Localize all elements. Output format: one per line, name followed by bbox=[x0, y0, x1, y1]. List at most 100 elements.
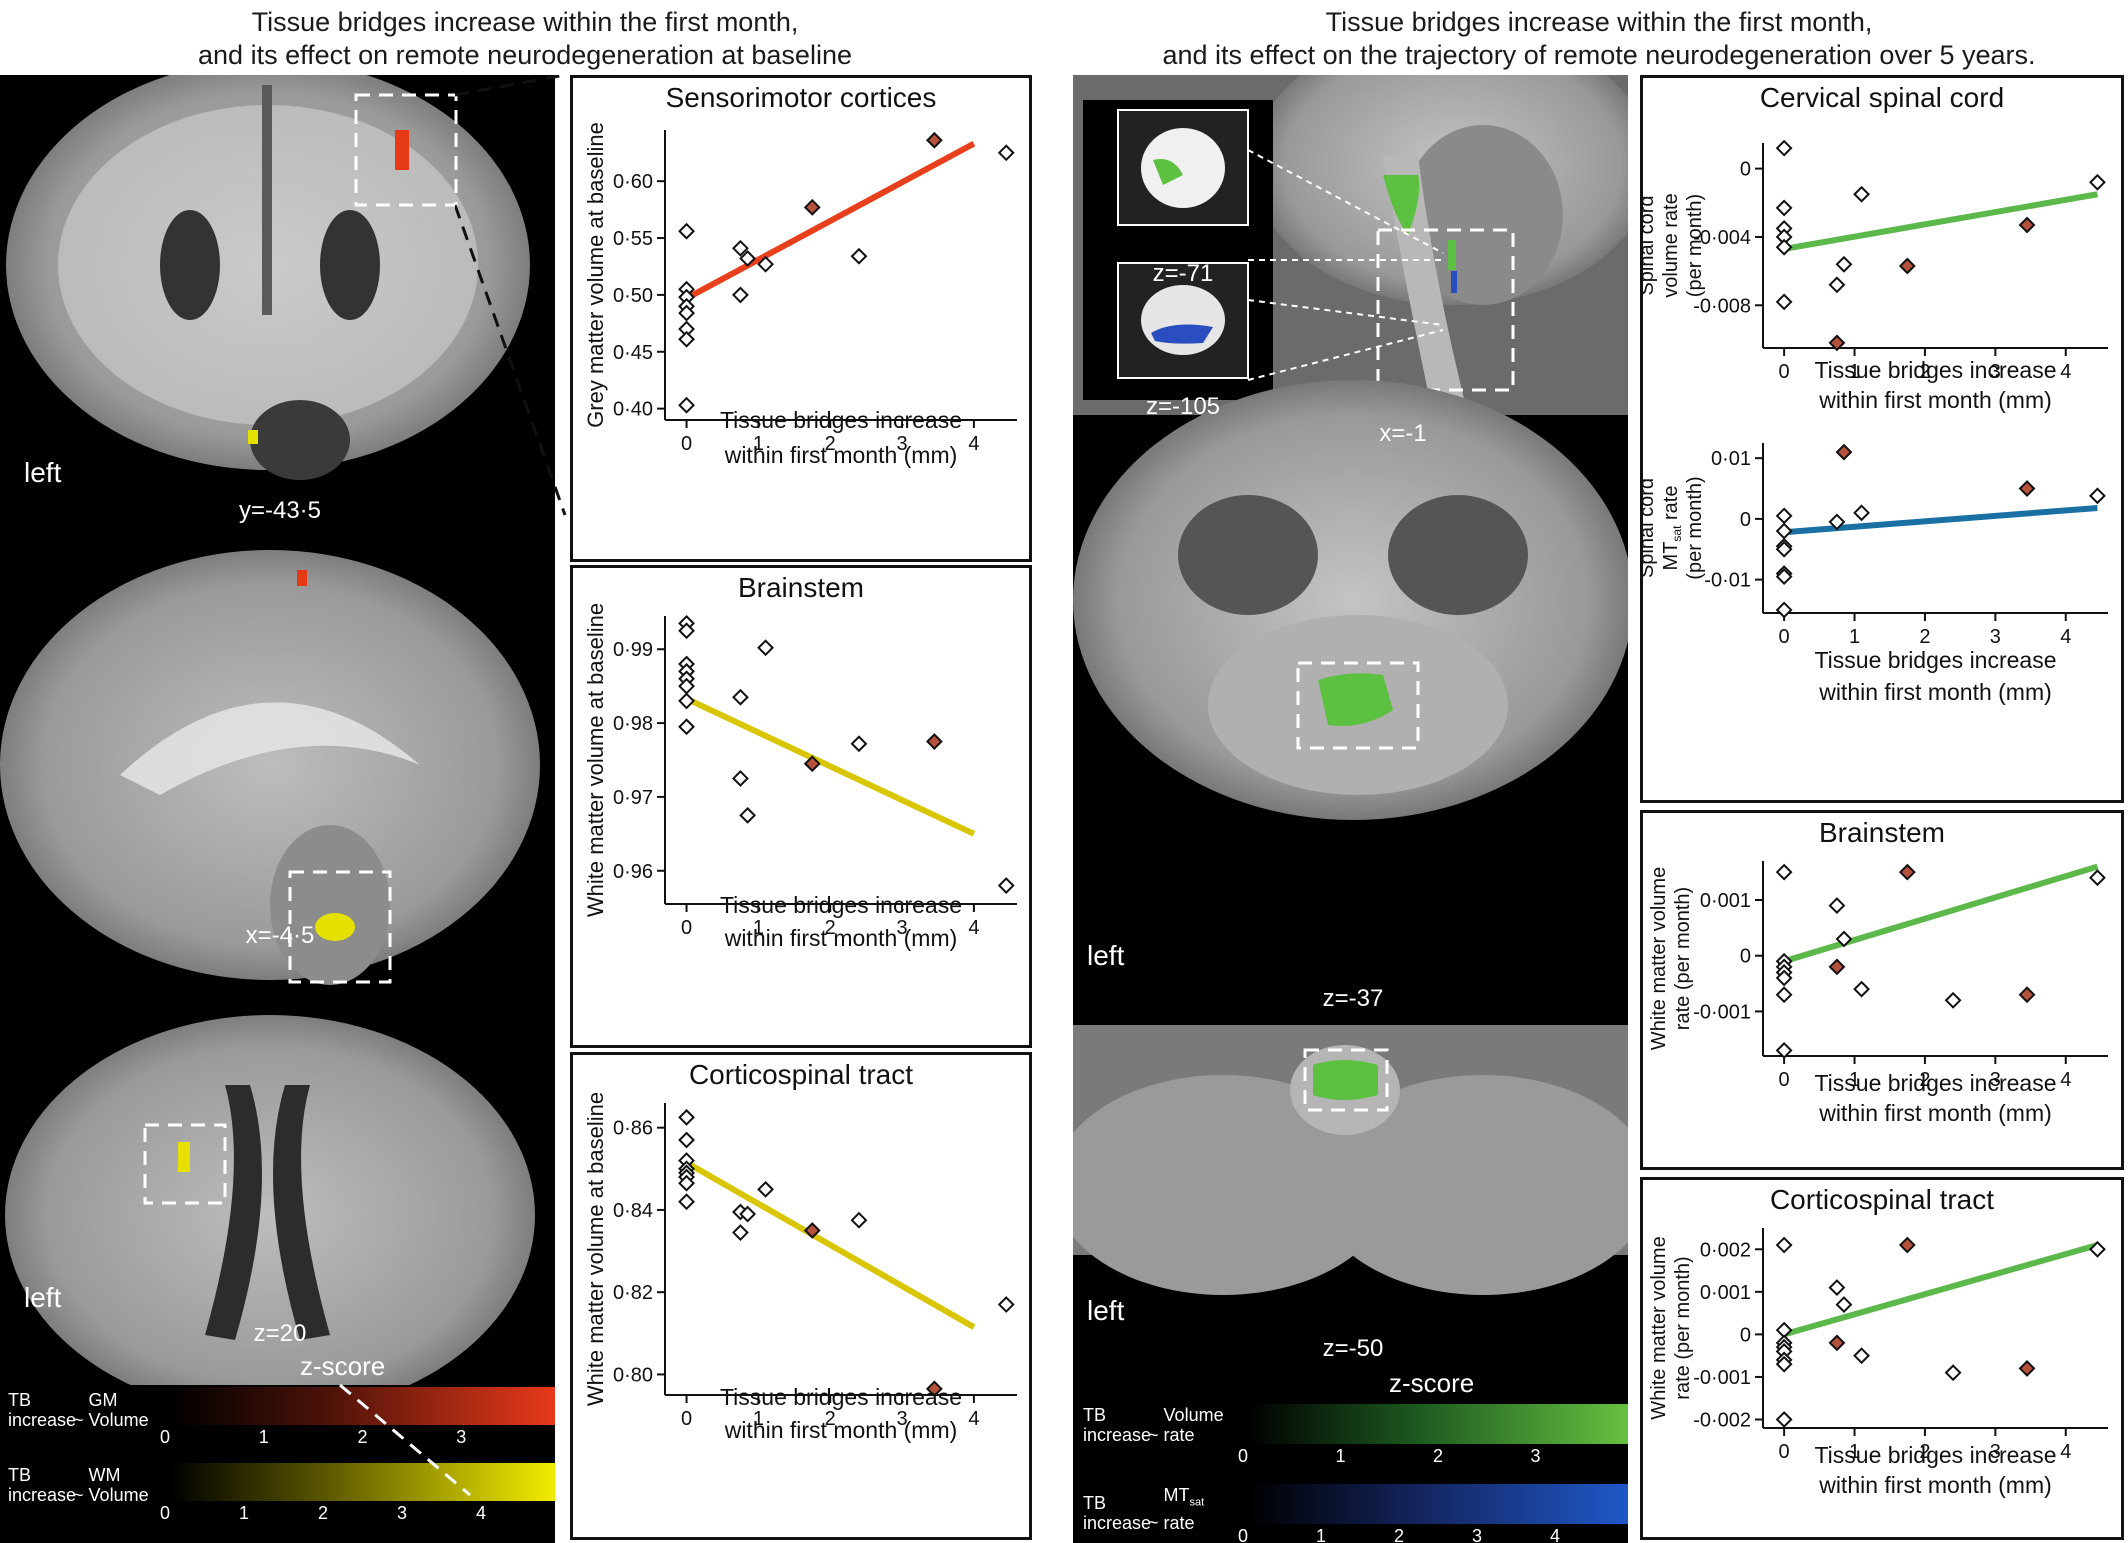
x-tick-label: 4 bbox=[2060, 1441, 2071, 1463]
x-axis-label-line-2: within first month (mm) bbox=[1818, 679, 2052, 705]
y-axis-label-line: Spinal cord bbox=[1643, 478, 1658, 578]
data-point bbox=[757, 639, 774, 657]
data-point bbox=[1853, 185, 1870, 203]
slice-label-coronal: y=-43·5 bbox=[238, 497, 322, 524]
y-axis-label-line: White matter volume bbox=[1648, 1236, 1670, 1419]
y-tick-label: 0·002 bbox=[1700, 1239, 1751, 1261]
data-point bbox=[1775, 986, 1793, 1004]
y-tick-label: 0 bbox=[1740, 1324, 1751, 1346]
data-point bbox=[1898, 1236, 1916, 1254]
x-tick-label: 0 bbox=[1779, 1441, 1790, 1463]
y-tick-label: 0 bbox=[1740, 946, 1751, 968]
left-title: Tissue bridges increase within the first… bbox=[0, 6, 1050, 72]
x-tick-label: 1 bbox=[1849, 626, 1860, 648]
y-axis-label-line: Spinal cord bbox=[1643, 195, 1658, 295]
plot-title-brainstem-left: Brainstem bbox=[737, 572, 865, 603]
data-point bbox=[1775, 1236, 1793, 1254]
left-label-axial: left bbox=[24, 1282, 62, 1313]
y-tick-label: 0·001 bbox=[1700, 890, 1751, 912]
x-tick-label: 4 bbox=[968, 433, 979, 455]
colorbar-tick-label: 0 bbox=[159, 1503, 171, 1523]
y-tick-label: 0·01 bbox=[1711, 448, 1751, 470]
data-point bbox=[678, 718, 695, 736]
data-point bbox=[997, 877, 1015, 894]
data-point bbox=[732, 1224, 749, 1241]
x-tick-label: 0 bbox=[681, 1408, 692, 1430]
y-tick-label: 0·84 bbox=[613, 1200, 653, 1222]
regression-line bbox=[1783, 191, 2098, 252]
colorbar-tick-label: 3 bbox=[456, 1427, 467, 1447]
y-tick-label: 0·55 bbox=[613, 228, 653, 250]
x-axis-label-line-1: Tissue bridges increase bbox=[1814, 357, 2056, 383]
y-tick-label: -0·01 bbox=[1704, 570, 1751, 592]
y-axis-label-line: White matter volume bbox=[1648, 867, 1670, 1050]
x-axis-label-line-1: Tissue bridges increase bbox=[720, 407, 962, 433]
coronal-slice bbox=[6, 75, 530, 480]
data-point bbox=[1775, 1042, 1793, 1059]
data-point bbox=[1835, 255, 1853, 273]
y-tick-label: -0·008 bbox=[1693, 295, 1751, 317]
wm-blob-axial bbox=[178, 1142, 190, 1172]
plot-title-cst-right: Corticospinal tract bbox=[1769, 1184, 1995, 1215]
mt-rate-label: rate bbox=[1163, 1512, 1195, 1533]
x-tick-label: 1 bbox=[1849, 1069, 1860, 1091]
x-tick-label: 0 bbox=[1779, 361, 1790, 383]
y-tick-label: -0·002 bbox=[1693, 1409, 1751, 1431]
data-point bbox=[732, 239, 749, 257]
x-tick-label: 4 bbox=[968, 917, 979, 939]
wm-blob-sagittal bbox=[315, 913, 355, 941]
axial-slice-left bbox=[5, 1015, 535, 1415]
mt-label: MTsat rate bbox=[1164, 1485, 1234, 1533]
mt-tilde: ~ bbox=[1148, 1512, 1159, 1533]
data-point bbox=[1828, 897, 1846, 914]
data-point bbox=[803, 1222, 821, 1239]
y-tick-label: -0·001 bbox=[1693, 1367, 1751, 1389]
chart-brainstem-left: 0·96 0·97 0·98 0·99 0 1 2 3 4 Tissue bridges incr… bbox=[583, 603, 1017, 951]
x-tick-label: 3 bbox=[1990, 1069, 2001, 1091]
colorbar-tick-label: 2 bbox=[317, 1503, 329, 1523]
plot-panel-cst-left: Corticospinal tract 0·80 0·82 0·84 0·86 0 1 2 3… bbox=[570, 1052, 1032, 1540]
plot-title-csc: Cervical spinal cord bbox=[1759, 82, 2005, 113]
colorbar-tick-label: 2 bbox=[1393, 1526, 1405, 1543]
gm-tb-label: TB increase bbox=[8, 1390, 77, 1430]
colorbar-tick-label: 0 bbox=[1237, 1526, 1249, 1543]
x-tick-label: 1 bbox=[753, 433, 764, 455]
vr-tb-label: TB increase bbox=[1083, 1405, 1152, 1445]
y-tick-label: 0 bbox=[1740, 509, 1751, 531]
axial-slice-z37 bbox=[1073, 380, 1628, 820]
colorbar-tick-label: 3 bbox=[1530, 1446, 1541, 1466]
x-tick-label: 0 bbox=[681, 433, 692, 455]
y-axis-label-line: MTsat rate bbox=[1660, 486, 1684, 571]
vol-rate-caption: TB increase ~ Volume rate bbox=[1083, 1405, 1248, 1445]
data-point bbox=[1898, 863, 1916, 881]
vol-rate-colorbar bbox=[1248, 1404, 1628, 1444]
wm-blob-coronal bbox=[248, 430, 258, 444]
data-point bbox=[1775, 238, 1793, 256]
data-point bbox=[1828, 1279, 1846, 1296]
y-axis-label-line: rate (per month) bbox=[1672, 1256, 1694, 1399]
data-point bbox=[678, 1193, 695, 1211]
left-connectors bbox=[455, 75, 567, 516]
vr-tilde: ~ bbox=[1148, 1425, 1159, 1445]
x-axis-label-line-1: Tissue bridges increase bbox=[1814, 647, 2056, 673]
y-axis-label-line: rate (per month) bbox=[1672, 887, 1694, 1030]
left-title-line-2: and its effect on remote neurodegenerati… bbox=[198, 40, 852, 70]
y-axis-label: White matter volume at baseline bbox=[583, 603, 608, 917]
roi-box-spine bbox=[1376, 228, 1515, 392]
x-axis-label-line-1: Tissue bridges increase bbox=[1814, 1442, 2056, 1468]
left-brain-column: left y=-43·5 x=-4·5 left z=20 z-score TB… bbox=[0, 75, 555, 1543]
y-axis-label: White matter volume at baseline bbox=[583, 1092, 608, 1406]
x-tick-label: 1 bbox=[753, 917, 764, 939]
x-tick-label: 2 bbox=[825, 433, 836, 455]
data-point bbox=[739, 1205, 757, 1223]
roi-box-coronal bbox=[354, 93, 458, 207]
y-tick-label: -0·001 bbox=[1693, 1001, 1751, 1023]
colorbar-tick-label: 3 bbox=[1471, 1526, 1483, 1543]
x-tick-label: 2 bbox=[1919, 1441, 1930, 1463]
